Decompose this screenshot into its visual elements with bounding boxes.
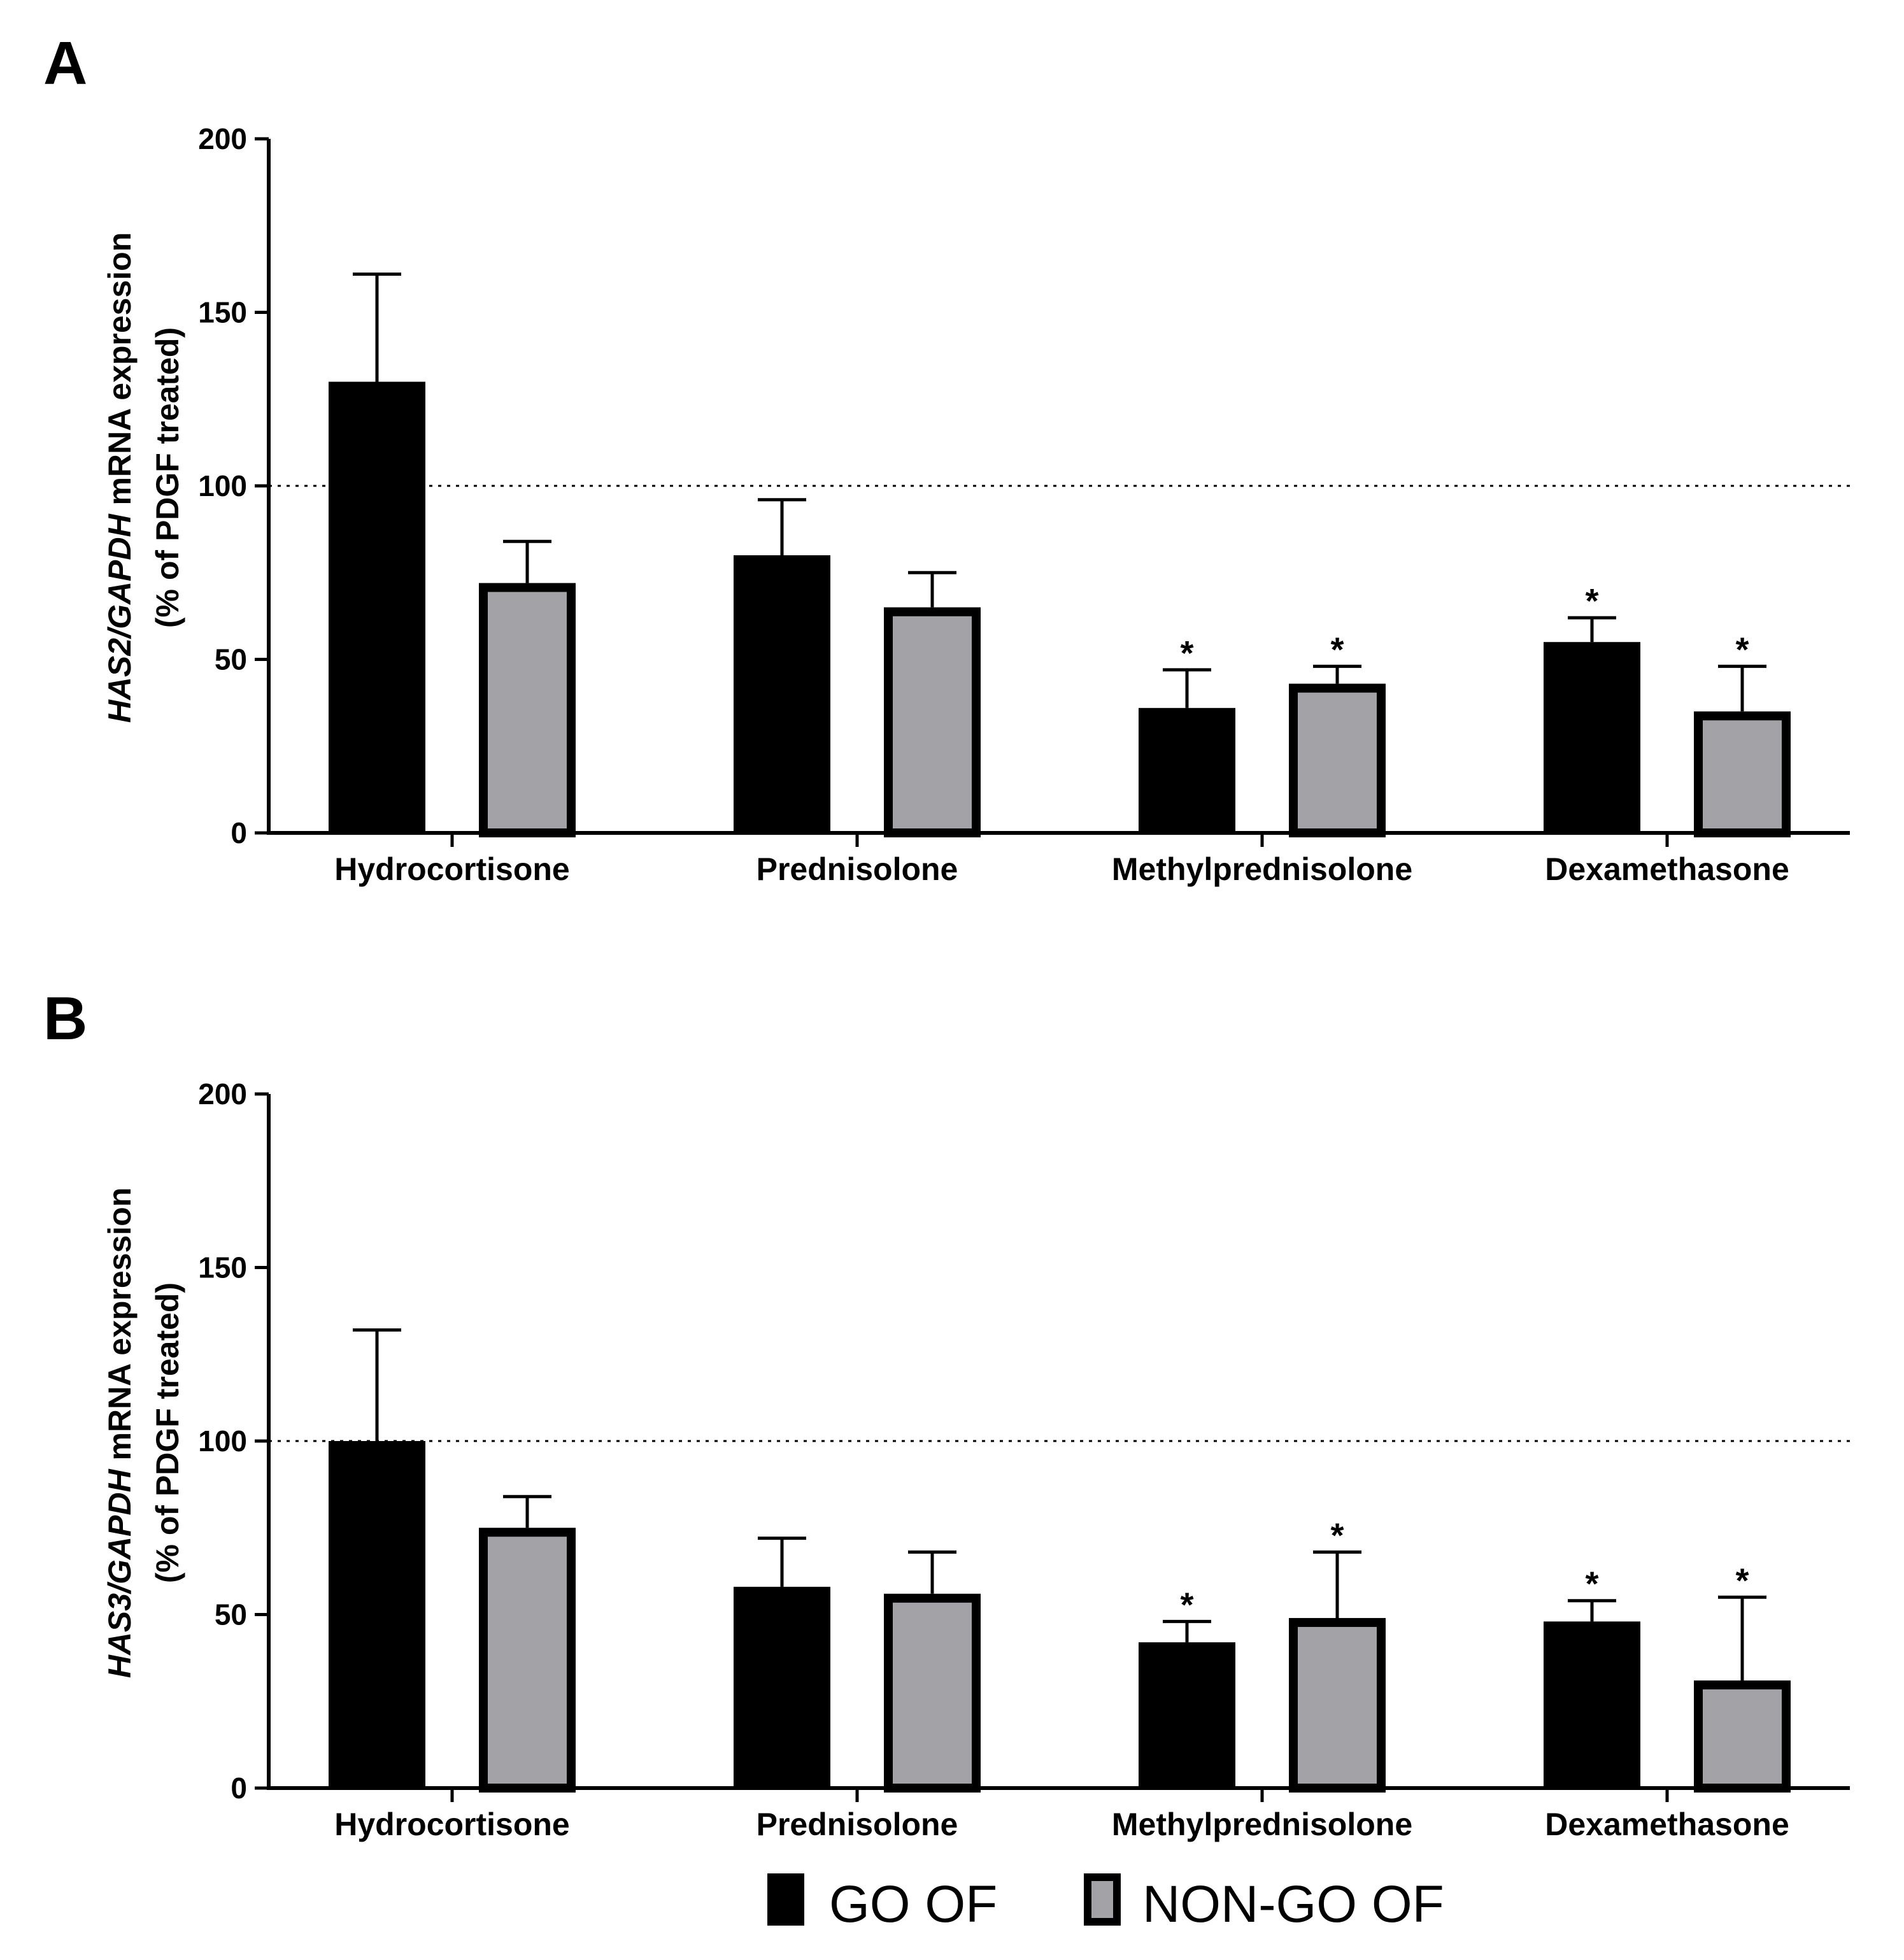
bar-non-go-dexamethasone (1694, 711, 1791, 837)
y-axis-label: HAS2/GAPDH mRNA expression (102, 232, 138, 723)
y-tick-label: 150 (198, 1251, 247, 1284)
y-axis-label-rest: mRNA expression (102, 232, 138, 515)
bar-go-dexamethasone (1544, 1621, 1640, 1788)
significance-marker: * (1735, 630, 1749, 669)
panel-letter: B (43, 984, 87, 1053)
y-tick-label: 200 (198, 1077, 247, 1111)
y-tick-label: 0 (231, 1772, 247, 1805)
x-tick-label: Hydrocortisone (334, 1807, 570, 1842)
bar-non-go-prednisolone (884, 1593, 981, 1793)
bar-go-prednisolone (734, 555, 830, 833)
x-tick-label: Prednisolone (757, 851, 958, 887)
y-tick-label: 50 (215, 643, 247, 676)
y-tick-label: 100 (198, 1424, 247, 1458)
x-tick-label: Hydrocortisone (334, 851, 570, 887)
y-tick-label: 100 (198, 469, 247, 502)
y-tick-label: 200 (198, 122, 247, 155)
y-axis-label-line2: (% of PDGF treated) (150, 1282, 185, 1583)
bar-non-go-hydrocortisone (479, 583, 576, 837)
bar-go-prednisolone (734, 1586, 830, 1788)
legend-label-go: GO OF (829, 1875, 997, 1933)
significance-marker: * (1585, 1565, 1598, 1603)
y-axis-label-line2: (% of PDGF treated) (150, 327, 185, 628)
significance-marker: * (1585, 582, 1598, 620)
bar-go-dexamethasone (1544, 642, 1640, 833)
y-tick-label: 50 (215, 1598, 247, 1631)
x-tick-label: Prednisolone (757, 1807, 958, 1842)
y-axis-label-rest: mRNA expression (102, 1188, 138, 1470)
bar-non-go-prednisolone (884, 607, 981, 837)
bar-go-methylprednisolone (1139, 707, 1235, 833)
panel-a: A HAS2/GAPDH mRNA expression (% of PDGF tr… (43, 29, 1850, 887)
bar-non-go-methylprednisolone (1289, 1617, 1386, 1793)
bar-go-methylprednisolone (1139, 1642, 1235, 1788)
bar-non-go-methylprednisolone (1289, 683, 1386, 838)
panel-letter: A (43, 29, 87, 97)
bar-non-go-hydrocortisone (479, 1528, 576, 1793)
y-axis-label-gene: HAS2/GAPDH (102, 514, 138, 723)
x-tick-label: Methylprednisolone (1112, 1807, 1412, 1842)
y-axis-label: HAS3/GAPDH mRNA expression (102, 1188, 138, 1679)
y-tick-label: 0 (231, 816, 247, 849)
significance-marker: * (1330, 1516, 1344, 1554)
x-tick-label: Methylprednisolone (1112, 851, 1412, 887)
bar-non-go-dexamethasone (1694, 1680, 1791, 1793)
legend: GO OF NON-GO OF (767, 1873, 1444, 1933)
legend-label-non-go: NON-GO OF (1142, 1875, 1444, 1933)
significance-marker: * (1330, 630, 1344, 669)
y-tick-label: 150 (198, 296, 247, 329)
bar-go-hydrocortisone (329, 1441, 425, 1788)
bar-go-hydrocortisone (329, 381, 425, 833)
legend-swatch-go (767, 1873, 804, 1926)
significance-marker: * (1180, 634, 1193, 672)
significance-marker: * (1735, 1561, 1749, 1600)
y-axis-label-gene: HAS3/GAPDH (102, 1469, 138, 1679)
x-tick-label: Dexamethasone (1545, 851, 1789, 887)
significance-marker: * (1180, 1586, 1193, 1624)
x-tick-label: Dexamethasone (1545, 1807, 1789, 1842)
legend-swatch-non-go (1084, 1873, 1121, 1926)
panel-b: B HAS3/GAPDH mRNA expression (% of PDGF tr… (43, 984, 1850, 1842)
